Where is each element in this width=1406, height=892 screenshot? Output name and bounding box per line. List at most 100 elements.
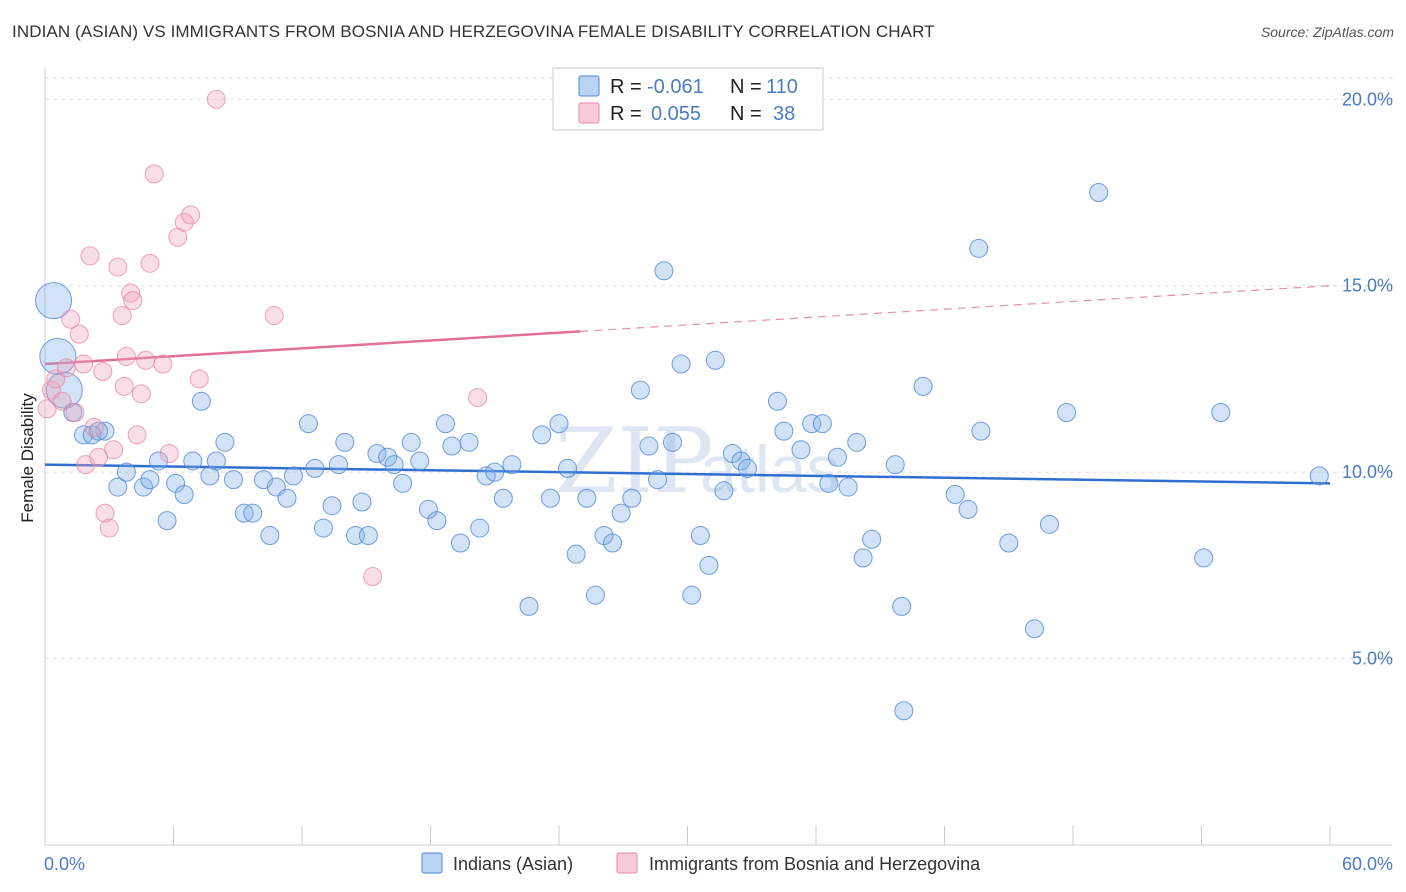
point-indians	[577, 488, 597, 508]
point-indians	[999, 533, 1019, 553]
point-indians	[774, 421, 794, 441]
point-indians	[853, 548, 873, 568]
point-indians	[885, 455, 905, 475]
stats-legend: R = -0.061 N = 110 R = 0.055 N = 38	[552, 67, 824, 131]
point-indians	[1211, 402, 1231, 422]
point-indians	[191, 391, 211, 411]
point-indians	[305, 458, 325, 478]
trend-lines	[44, 285, 1331, 485]
point-indians	[791, 440, 811, 460]
point-indians	[731, 451, 751, 471]
gridlines: 5.0% 10.0% 15.0% 20.0%	[45, 77, 1395, 669]
legend-n-label-indians: N =	[730, 76, 762, 98]
y-axis-label: Female Disability	[18, 393, 37, 523]
point-indians	[485, 462, 505, 482]
point-bosnia	[140, 253, 160, 273]
point-indians	[95, 421, 115, 441]
point-indians	[1024, 619, 1044, 639]
point-bosnia	[174, 212, 194, 232]
point-indians	[459, 432, 479, 452]
point-indians	[690, 526, 710, 546]
point-bosnia	[181, 205, 201, 225]
point-indians	[223, 470, 243, 490]
point-indians	[894, 701, 914, 721]
point-bosnia	[99, 518, 119, 538]
y-tick-label: 10.0%	[1342, 462, 1393, 482]
point-indians	[35, 282, 73, 320]
point-indians	[892, 596, 912, 616]
point-indians	[958, 499, 978, 519]
point-indians	[502, 455, 522, 475]
point-indians	[277, 488, 297, 508]
legend-swatch-indians	[578, 75, 600, 97]
point-bosnia	[37, 399, 57, 419]
point-indians	[1309, 466, 1329, 486]
point-indians	[611, 503, 631, 523]
point-bosnia	[52, 391, 72, 411]
point-indians	[493, 488, 513, 508]
point-indians	[1089, 183, 1109, 202]
point-bosnia	[108, 257, 128, 277]
point-indians	[862, 529, 882, 549]
point-indians	[410, 451, 430, 471]
point-indians	[328, 455, 348, 475]
point-indians	[913, 376, 933, 396]
point-indians	[767, 391, 787, 411]
point-indians	[442, 436, 462, 456]
point-bosnia	[74, 354, 94, 374]
point-indians	[699, 555, 719, 575]
chart-title: INDIAN (ASIAN) VS IMMIGRANTS FROM BOSNIA…	[12, 22, 935, 41]
point-indians	[630, 380, 650, 400]
point-indians	[298, 414, 318, 434]
point-indians	[737, 458, 757, 478]
point-bosnia	[121, 283, 141, 303]
trend-line-bosnia	[44, 330, 581, 366]
data-points	[35, 89, 1329, 721]
point-indians	[157, 511, 177, 531]
point-indians	[1194, 548, 1214, 568]
point-indians	[393, 473, 413, 493]
point-indians	[435, 414, 455, 434]
point-indians	[969, 238, 989, 258]
point-indians	[335, 432, 355, 452]
point-bosnia	[131, 384, 151, 404]
point-indians	[108, 477, 128, 497]
point-bosnia	[159, 444, 179, 463]
point-indians	[540, 488, 560, 508]
point-bosnia	[84, 417, 104, 437]
point-indians	[260, 526, 280, 546]
point-indians	[470, 518, 490, 538]
point-indians	[847, 432, 867, 452]
point-indians	[313, 518, 333, 538]
point-indians	[367, 444, 387, 463]
point-indians	[654, 261, 674, 281]
point-indians	[183, 451, 203, 471]
point-bosnia	[61, 309, 81, 329]
series-legend: Indians (Asian) Immigrants from Bosnia a…	[421, 852, 981, 874]
legend-swatch-bosnia	[578, 102, 600, 124]
point-bosnia	[89, 447, 109, 467]
axes: 0.0% 60.0%	[44, 68, 1393, 874]
legend-n-value-indians: 110	[766, 76, 798, 98]
point-indians	[1039, 514, 1059, 534]
legend-n-label-bosnia: N =	[730, 103, 762, 125]
point-indians	[812, 414, 832, 434]
x-tick-label-max: 60.0%	[1342, 854, 1393, 874]
point-indians	[149, 451, 169, 471]
trend-line-bosnia-extrapolated	[580, 285, 1331, 332]
point-indians	[283, 466, 303, 486]
point-indians	[243, 503, 263, 523]
legend-r-label-indians: R =	[610, 76, 642, 98]
point-indians	[450, 533, 470, 553]
legend-r-value-bosnia: 0.055	[651, 103, 701, 125]
point-bosnia	[104, 440, 124, 460]
point-indians	[566, 544, 586, 564]
series-legend-label-bosnia: Immigrants from Bosnia and Herzegovina	[649, 854, 981, 874]
watermark-atlas: atlas	[700, 432, 839, 506]
point-indians	[174, 485, 194, 505]
point-indians	[322, 496, 342, 516]
point-indians	[819, 473, 839, 493]
point-bosnia	[65, 402, 85, 422]
point-indians	[971, 421, 991, 441]
